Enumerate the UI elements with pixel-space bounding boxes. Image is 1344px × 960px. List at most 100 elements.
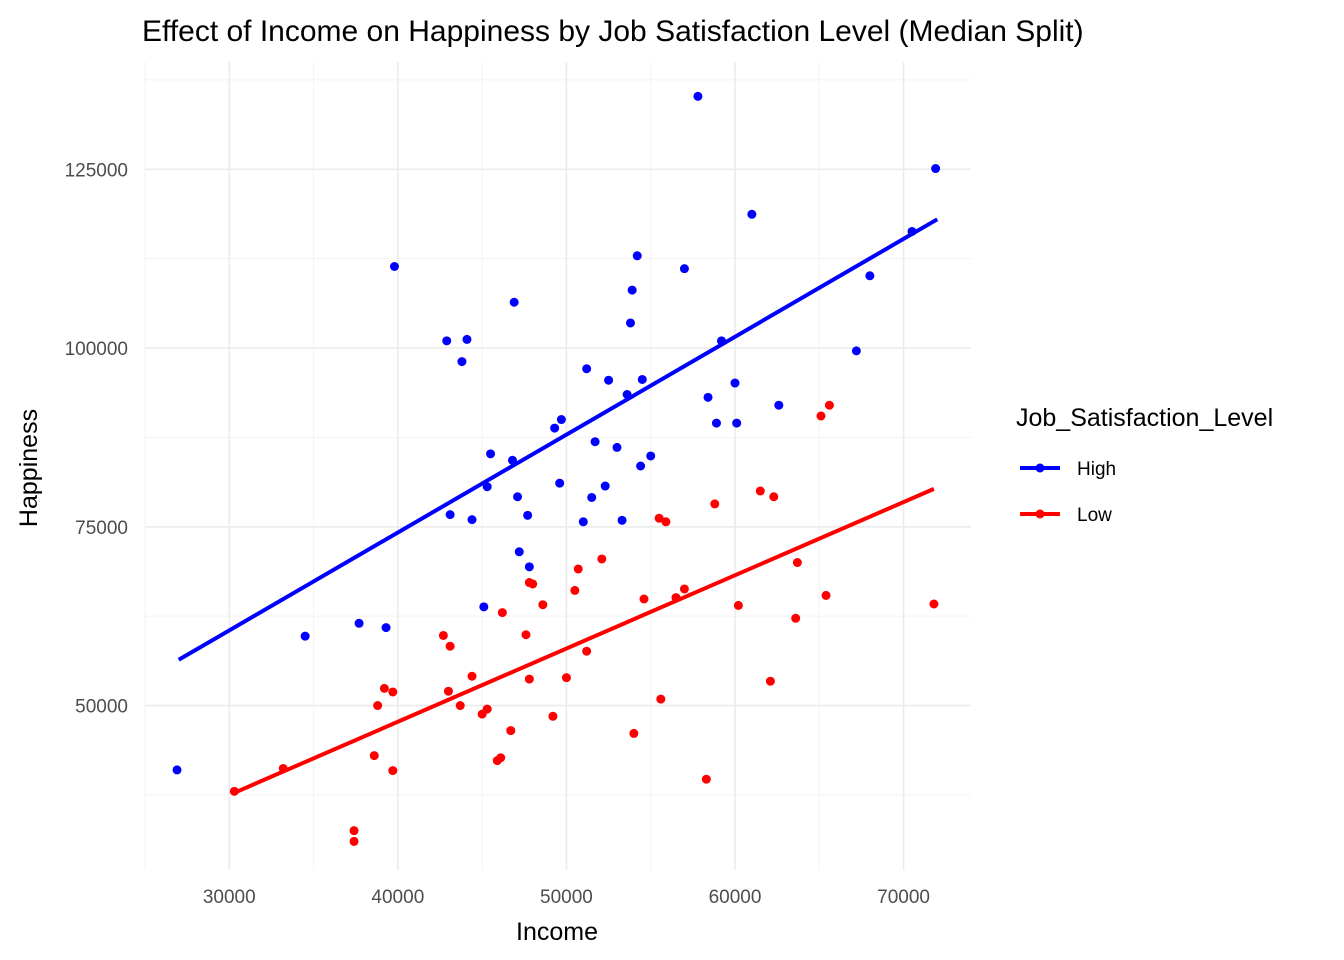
- point-low: [582, 646, 592, 656]
- x-tick-label: 60000: [709, 887, 762, 908]
- point-low: [597, 554, 607, 564]
- point-low: [506, 726, 516, 736]
- point-low: [524, 674, 534, 684]
- legend-key-point-low: [1035, 509, 1045, 519]
- point-low: [792, 558, 802, 568]
- point-high: [381, 623, 391, 633]
- point-high: [467, 515, 477, 525]
- point-low: [710, 499, 720, 509]
- point-high: [354, 618, 364, 628]
- point-high: [646, 451, 656, 461]
- point-low: [654, 513, 664, 523]
- point-low: [445, 641, 455, 651]
- point-low: [679, 584, 689, 594]
- point-high: [637, 374, 647, 384]
- data-points: [172, 91, 941, 846]
- point-high: [550, 423, 560, 433]
- point-low: [455, 701, 465, 711]
- y-tick-label: 75000: [75, 518, 128, 539]
- legend-title: Job_Satisfaction_Level: [1016, 404, 1273, 432]
- point-high: [509, 297, 519, 307]
- x-tick-label: 40000: [371, 887, 424, 908]
- point-high: [514, 547, 524, 557]
- chart-title: Effect of Income on Happiness by Job Sat…: [142, 15, 1084, 48]
- y-tick-label: 125000: [65, 160, 128, 181]
- point-low: [656, 694, 666, 704]
- point-low: [816, 411, 826, 421]
- point-high: [442, 336, 452, 346]
- point-high: [627, 285, 637, 295]
- point-low: [521, 630, 531, 640]
- point-high: [556, 415, 566, 425]
- point-low: [379, 683, 389, 693]
- point-low: [561, 673, 571, 683]
- x-tick-labels: 30000 40000 50000 60000 70000: [203, 887, 930, 908]
- point-low: [528, 579, 538, 589]
- point-high: [482, 482, 492, 492]
- point-high: [172, 765, 182, 775]
- point-high: [747, 209, 757, 219]
- point-low: [821, 590, 831, 600]
- point-low: [467, 671, 477, 681]
- point-high: [457, 357, 467, 367]
- point-high: [587, 492, 597, 502]
- point-low: [548, 711, 558, 721]
- point-low: [733, 600, 743, 610]
- point-low: [629, 728, 639, 738]
- point-high: [693, 91, 703, 101]
- point-low: [438, 630, 448, 640]
- point-low: [443, 686, 453, 696]
- point-low: [769, 492, 779, 502]
- point-high: [636, 461, 646, 471]
- legend-key-point-high: [1035, 463, 1045, 473]
- point-high: [632, 251, 642, 261]
- x-tick-label: 70000: [877, 887, 930, 908]
- point-low: [929, 599, 939, 609]
- point-low: [573, 564, 583, 574]
- point-low: [639, 594, 649, 604]
- point-high: [578, 517, 588, 527]
- point-high: [865, 271, 875, 281]
- point-high: [445, 510, 455, 520]
- y-axis-title: Happiness: [15, 409, 43, 527]
- point-high: [625, 318, 635, 328]
- point-high: [523, 510, 533, 520]
- point-low: [497, 608, 507, 618]
- point-high: [730, 378, 740, 388]
- y-tick-label: 100000: [65, 339, 128, 360]
- legend-label-low: Low: [1077, 505, 1112, 526]
- point-high: [555, 478, 565, 488]
- point-low: [661, 517, 671, 527]
- y-tick-label: 50000: [75, 697, 128, 718]
- point-low: [369, 751, 379, 761]
- x-tick-label: 50000: [540, 887, 593, 908]
- point-low: [791, 613, 801, 623]
- point-high: [513, 492, 523, 502]
- legend-label-high: High: [1077, 459, 1116, 480]
- point-high: [582, 364, 592, 374]
- point-high: [590, 437, 600, 447]
- x-tick-label: 30000: [203, 887, 256, 908]
- point-high: [703, 392, 713, 402]
- grid-lines: [144, 62, 971, 870]
- point-high: [604, 375, 614, 385]
- point-high: [389, 262, 399, 272]
- point-low: [373, 701, 383, 711]
- point-low: [755, 486, 765, 496]
- point-low: [278, 763, 288, 773]
- point-low: [701, 774, 711, 784]
- point-low: [671, 593, 681, 603]
- fit-line-high: [177, 217, 939, 662]
- point-high: [774, 400, 784, 410]
- point-low: [538, 600, 548, 610]
- fit-line-low: [233, 487, 935, 795]
- point-high: [711, 418, 721, 428]
- point-low: [570, 585, 580, 595]
- point-high: [479, 602, 489, 612]
- point-high: [612, 442, 622, 452]
- point-low: [229, 786, 239, 796]
- point-low: [824, 400, 834, 410]
- point-high: [462, 334, 472, 344]
- point-high: [679, 264, 689, 274]
